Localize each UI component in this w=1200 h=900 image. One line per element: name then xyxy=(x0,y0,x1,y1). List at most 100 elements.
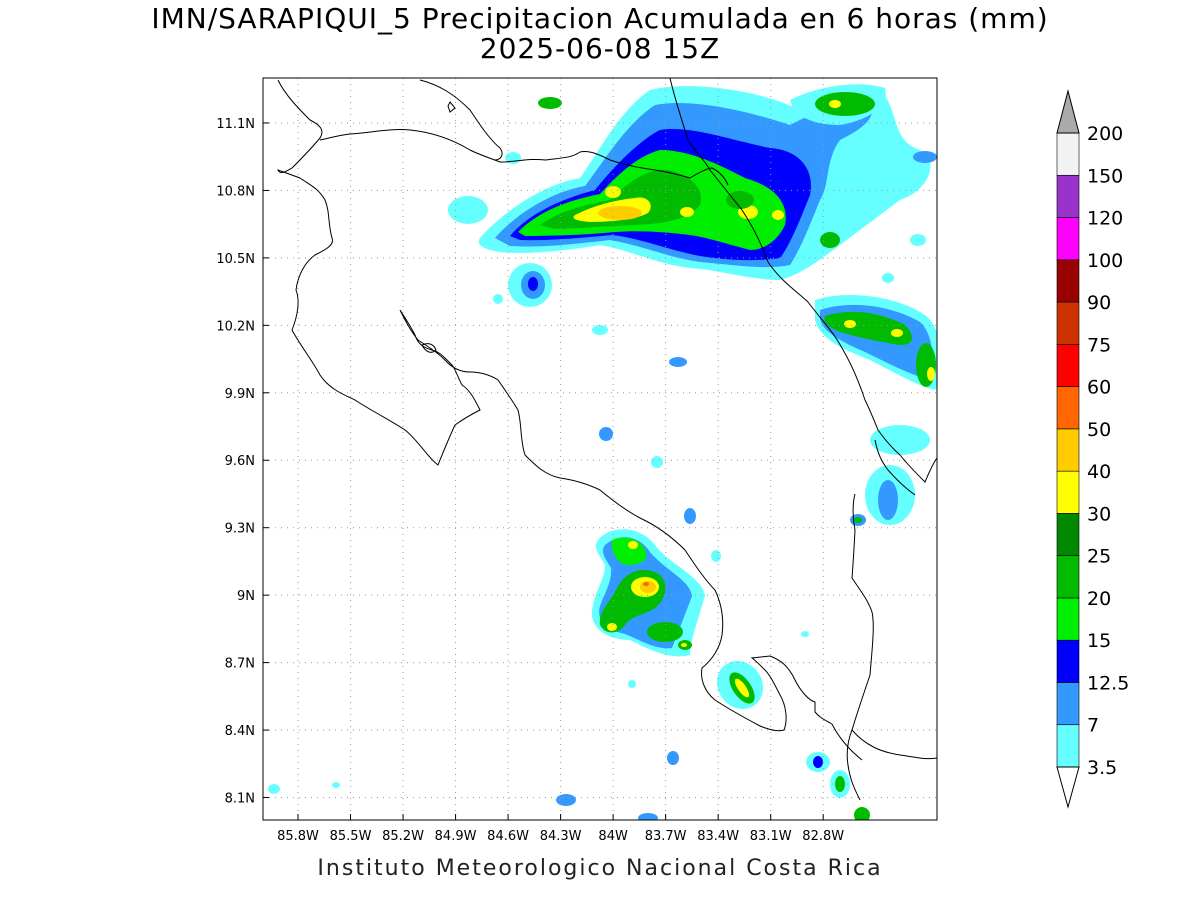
precip-area-nw-11 xyxy=(913,151,937,163)
precip-core-south-1 xyxy=(631,577,659,597)
precip-area-north-green xyxy=(518,150,786,250)
precip-area-s-12 xyxy=(628,680,636,688)
legend-swatch xyxy=(1056,639,1080,683)
legend-label: 100 xyxy=(1087,250,1123,272)
precip-area-se-4 xyxy=(850,514,866,526)
precip-core-south-5 xyxy=(607,623,617,631)
nicoya-coast xyxy=(291,289,833,732)
precip-area-s-10 xyxy=(332,782,340,788)
precip-area-east-outer xyxy=(815,295,937,390)
legend-label: 15 xyxy=(1087,630,1111,652)
precip-core-ne xyxy=(829,100,841,108)
map-frame xyxy=(262,77,938,821)
precip-core-osa xyxy=(734,678,750,698)
lat-tick-label: 8.1N xyxy=(225,792,255,807)
precip-area-nw-1 xyxy=(448,196,488,224)
legend-swatch xyxy=(1056,259,1080,303)
precip-area-ne-outer xyxy=(790,84,886,125)
precip-core-north-7 xyxy=(726,191,754,209)
precip-layer xyxy=(268,84,937,820)
precip-core-north-4 xyxy=(738,205,758,219)
legend-swatch xyxy=(1056,470,1080,514)
map-subtitle: 2025-06-08 15Z xyxy=(479,32,721,65)
lon-tick-label: 83.7W xyxy=(645,829,687,844)
precip-area-nw-10 xyxy=(882,273,894,283)
nicaragua-coast xyxy=(277,79,334,291)
precip-area-north-yellow xyxy=(573,197,651,222)
footer-credit: Instituto Meteorologico Nacional Costa R… xyxy=(317,856,883,881)
precip-area-south-green xyxy=(611,537,647,566)
legend-label: 150 xyxy=(1087,165,1123,187)
precip-core-north-3 xyxy=(680,207,694,217)
map-grid xyxy=(263,78,937,820)
nicoya-island xyxy=(421,343,437,353)
lat-tick-label: 10.2N xyxy=(216,319,255,334)
precip-area-c-5 xyxy=(651,456,663,468)
precip-area-east-green xyxy=(824,311,912,345)
legend-swatch xyxy=(1056,174,1080,218)
precip-area-north-outer xyxy=(478,86,931,280)
precip-area-se-3 xyxy=(878,480,898,520)
precip-area-nw-7 xyxy=(493,294,503,304)
legend-label: 12.5 xyxy=(1087,672,1129,694)
legend-label: 3.5 xyxy=(1087,757,1117,779)
precip-area-nw-9 xyxy=(910,234,926,246)
precip-area-south-arm2 xyxy=(678,640,692,650)
precip-area-s-2 xyxy=(813,756,823,768)
legend-swatch xyxy=(1056,301,1080,345)
lon-tick-label: 85.2W xyxy=(382,829,424,844)
small-island xyxy=(447,101,456,113)
precip-area-c-6 xyxy=(711,550,721,562)
precip-core-east-2 xyxy=(891,329,903,337)
precip-area-ne-green xyxy=(815,92,875,116)
legend-swatch xyxy=(1056,682,1080,726)
precip-area-osa-green xyxy=(729,672,755,704)
lon-tick-label: 84.9W xyxy=(435,829,477,844)
precip-area-north-darkblue xyxy=(510,129,811,261)
legend-swatch xyxy=(1056,597,1080,641)
lon-tick-label: 83.1W xyxy=(750,829,792,844)
legend-arrow-high xyxy=(1056,89,1080,134)
lat-tick-label: 10.5N xyxy=(216,252,255,267)
precip-area-osa-outer xyxy=(716,660,764,710)
border-nicaragua-east xyxy=(654,167,729,186)
precip-area-south-green2 xyxy=(599,570,666,633)
precip-core-north-5 xyxy=(772,210,784,220)
legend-label: 60 xyxy=(1087,377,1111,399)
precip-core-south-6 xyxy=(681,643,687,647)
precip-area-s-5 xyxy=(854,807,870,820)
precip-area-nw-8 xyxy=(820,232,840,248)
precip-area-s-8 xyxy=(638,813,658,820)
precip-area-south-arm xyxy=(647,622,683,642)
legend-swatch xyxy=(1056,555,1080,599)
legend-label: 40 xyxy=(1087,461,1111,483)
lon-tick-label: 84W xyxy=(598,829,628,844)
precip-area-s-7 xyxy=(667,751,679,765)
precip-area-nw-3 xyxy=(521,271,545,299)
legend-swatch xyxy=(1056,724,1080,768)
caribbean-coast xyxy=(669,78,937,483)
precip-area-c-1 xyxy=(599,427,613,441)
lat-ticks: 11.1N 10.8N 10.5N 10.2N 9.9N 9.6N 9.3N 9N 8.7N 8.… xyxy=(216,117,269,807)
legend-label: 120 xyxy=(1087,208,1123,230)
precip-area-south-blue xyxy=(599,537,692,649)
legend-label: 20 xyxy=(1087,588,1111,610)
precip-area-nw-4 xyxy=(528,277,538,291)
precip-core-north-2 xyxy=(605,186,621,198)
precip-core-south-4 xyxy=(628,541,638,549)
precip-area-s-11 xyxy=(801,631,809,637)
precip-core-east-3 xyxy=(927,367,935,381)
lat-tick-label: 8.4N xyxy=(225,724,255,739)
legend-swatch xyxy=(1056,386,1080,430)
lat-tick-label: 8.7N xyxy=(225,657,255,672)
lon-tick-label: 84.3W xyxy=(540,829,582,844)
legend-label: 200 xyxy=(1087,123,1123,145)
precip-area-s-9 xyxy=(268,784,280,794)
coastlines xyxy=(277,78,937,801)
legend-swatch xyxy=(1056,428,1080,472)
lon-tick-label: 85.5W xyxy=(330,829,372,844)
lat-tick-label: 9.3N xyxy=(225,522,255,537)
lon-ticks: 85.8W 85.5W 85.2W 84.9W 84.6W 84.3W 84W 83.7W 83… xyxy=(277,814,844,844)
precip-area-nw-5 xyxy=(538,97,562,109)
